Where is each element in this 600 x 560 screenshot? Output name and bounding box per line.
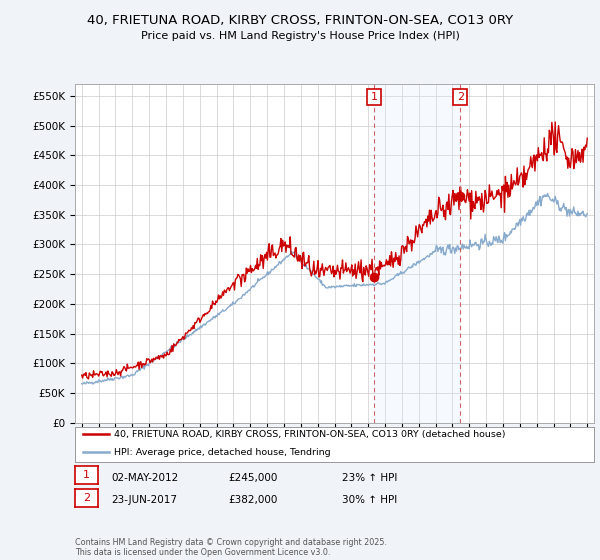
- Text: Contains HM Land Registry data © Crown copyright and database right 2025.
This d: Contains HM Land Registry data © Crown c…: [75, 538, 387, 557]
- Text: 40, FRIETUNA ROAD, KIRBY CROSS, FRINTON-ON-SEA, CO13 0RY: 40, FRIETUNA ROAD, KIRBY CROSS, FRINTON-…: [87, 14, 513, 27]
- Text: 23-JUN-2017: 23-JUN-2017: [111, 495, 177, 505]
- Text: £382,000: £382,000: [228, 495, 277, 505]
- Text: 02-MAY-2012: 02-MAY-2012: [111, 473, 178, 483]
- Text: £245,000: £245,000: [228, 473, 277, 483]
- Text: HPI: Average price, detached house, Tendring: HPI: Average price, detached house, Tend…: [114, 447, 331, 456]
- Text: 1: 1: [83, 470, 90, 480]
- Text: 1: 1: [371, 92, 377, 102]
- Text: 2: 2: [83, 493, 90, 503]
- Text: Price paid vs. HM Land Registry's House Price Index (HPI): Price paid vs. HM Land Registry's House …: [140, 31, 460, 41]
- Text: 40, FRIETUNA ROAD, KIRBY CROSS, FRINTON-ON-SEA, CO13 0RY (detached house): 40, FRIETUNA ROAD, KIRBY CROSS, FRINTON-…: [114, 430, 505, 439]
- Text: 23% ↑ HPI: 23% ↑ HPI: [342, 473, 397, 483]
- Text: 2: 2: [457, 92, 464, 102]
- Text: 30% ↑ HPI: 30% ↑ HPI: [342, 495, 397, 505]
- Bar: [374, 84, 460, 423]
